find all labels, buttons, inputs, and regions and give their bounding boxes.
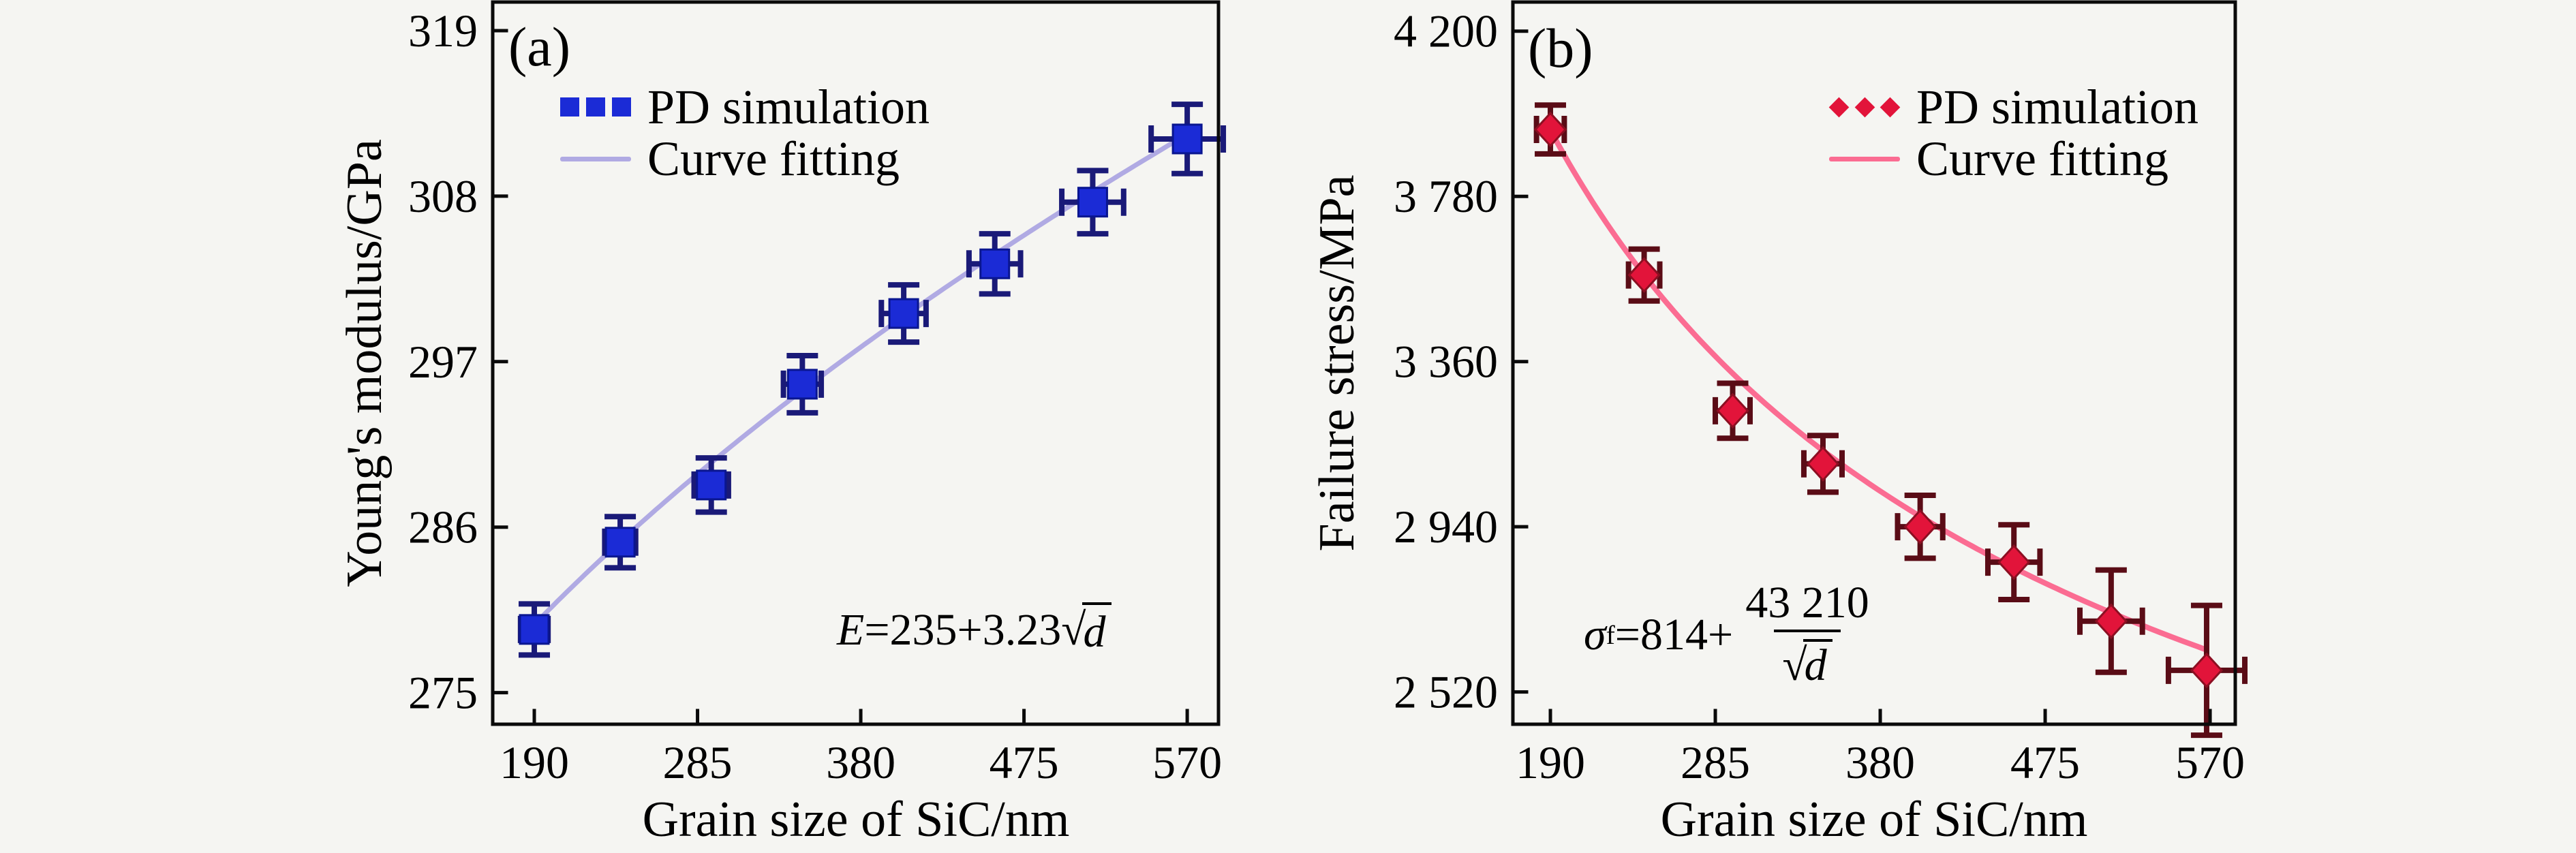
x-tick-label: 475 (990, 736, 1059, 788)
x-tick-label: 570 (2175, 736, 2245, 788)
panel-label-a: (a) (508, 16, 571, 78)
x-tick-label: 190 (1516, 736, 1585, 788)
x-axis-title-b: Grain size of SiC/nm (1660, 792, 2088, 848)
tick-labels-b: 190 285 380 475 570 2 520 2 940 3 360 3 780 4 200 (1394, 5, 2245, 788)
x-tick-label: 475 (2010, 736, 2080, 788)
fraction-numerator: 43 210 (1745, 578, 1869, 627)
ticks-a (494, 29, 1189, 723)
y-tick-label: 319 (408, 5, 478, 57)
line-swatch-icon (560, 156, 631, 161)
axes-frame-a (491, 0, 1221, 726)
data-point-marker (1077, 187, 1108, 218)
y-tick-label: 308 (408, 170, 478, 222)
panel-a: 190 285 380 475 570 275 286 297 308 319 (408, 0, 1227, 788)
equation-mid: =814+ (1614, 610, 1734, 660)
y-tick-label: 297 (408, 336, 478, 388)
axes-frame-b (1511, 0, 2237, 726)
diamond-marker-icon (1828, 97, 1850, 117)
legend-label: Curve fitting (1916, 131, 2168, 186)
data-point-marker (786, 369, 818, 400)
data-points-b (1533, 111, 2224, 689)
legend-item-curve-fitting-b: Curve fitting (1829, 133, 2198, 185)
equation-fraction: 43 210 √ d (1737, 580, 1877, 689)
square-marker-icon (612, 97, 631, 117)
data-point-marker (1806, 446, 1840, 482)
square-marker-icon (560, 97, 579, 117)
data-point-marker (1997, 544, 2031, 580)
legend-marker-pd-simulation-b (1828, 97, 1901, 117)
data-point-marker (696, 469, 727, 501)
x-tick-label: 570 (1152, 736, 1222, 788)
data-point-marker (1716, 392, 1749, 429)
x-tick-label: 190 (500, 736, 569, 788)
y-tick-label: 3 360 (1394, 336, 1498, 388)
diamond-marker-icon (1854, 97, 1875, 117)
data-point-marker (2190, 652, 2224, 689)
legend-marker-pd-simulation-a (560, 97, 631, 117)
equation-radicand: d (1803, 639, 1833, 688)
legend-item-pd-simulation-a: PD simulation (560, 81, 930, 133)
data-point-marker (1903, 508, 1937, 545)
ticks-b (1514, 29, 2212, 723)
legend-item-curve-fitting-a: Curve fitting (560, 133, 930, 185)
y-tick-label: 286 (408, 501, 478, 553)
y-tick-label: 2 520 (1394, 666, 1498, 718)
equation-radicand: d (1082, 602, 1111, 658)
legend-a: PD simulation Curve fitting (560, 81, 930, 185)
equation-lhs: E (837, 605, 865, 655)
equation-lhs: σ (1584, 610, 1606, 660)
y-tick-label: 3 780 (1394, 170, 1498, 222)
fit-curve-b (1548, 127, 2209, 653)
data-point-marker (1171, 123, 1203, 155)
legend-marker-curve-fitting-b (1829, 156, 1900, 161)
legend-marker-curve-fitting-a (560, 156, 631, 161)
fit-equation-b: σ f =814+ 43 210 √ d (1584, 580, 1877, 689)
line-swatch-icon (1829, 156, 1900, 161)
radical-sign-icon: √ (1061, 605, 1086, 655)
legend-b: PD simulation Curve fitting (1828, 80, 2199, 185)
data-point-marker (1627, 257, 1661, 293)
y-tick-label: 4 200 (1394, 5, 1498, 57)
square-marker-icon (586, 97, 605, 117)
x-tick-label: 285 (663, 736, 733, 788)
legend-label: PD simulation (647, 80, 930, 134)
equation-mid: =235+3.23 (864, 605, 1062, 655)
x-tick-label: 380 (1845, 736, 1915, 788)
legend-item-pd-simulation-b: PD simulation (1828, 80, 2199, 134)
y-tick-label: 2 940 (1394, 501, 1498, 553)
fraction-denominator: √ d (1774, 630, 1841, 690)
error-bars-a (517, 102, 1227, 658)
y-axis-title-b: Failure stress/MPa (1309, 174, 1365, 552)
panel-label-b: (b) (1528, 17, 1593, 79)
fit-equation-a: E =235+3.23 √ d (837, 602, 1111, 658)
x-tick-label: 285 (1681, 736, 1750, 788)
data-point-marker (1533, 111, 1567, 148)
diamond-marker-icon (1880, 97, 1901, 117)
data-point-marker (604, 527, 636, 558)
x-tick-label: 380 (826, 736, 895, 788)
y-tick-label: 275 (408, 667, 478, 719)
radical-sign-icon: √ (1782, 640, 1807, 690)
x-axis-title-a: Grain size of SiC/nm (642, 792, 1070, 848)
panel-b: 190 285 380 475 570 2 520 2 940 3 360 3 780 4 200 (1394, 0, 2248, 788)
legend-label: PD simulation (1916, 80, 2199, 134)
tick-labels-a: 190 285 380 475 570 275 286 297 308 319 (408, 5, 1222, 788)
data-point-marker (519, 614, 550, 645)
data-points-a (519, 123, 1203, 645)
data-point-marker (888, 298, 919, 329)
data-point-marker (979, 248, 1011, 279)
y-axis-title-a: Young's modulus/GPa (337, 139, 393, 587)
legend-label: Curve fitting (647, 131, 900, 186)
data-point-marker (2094, 603, 2128, 639)
